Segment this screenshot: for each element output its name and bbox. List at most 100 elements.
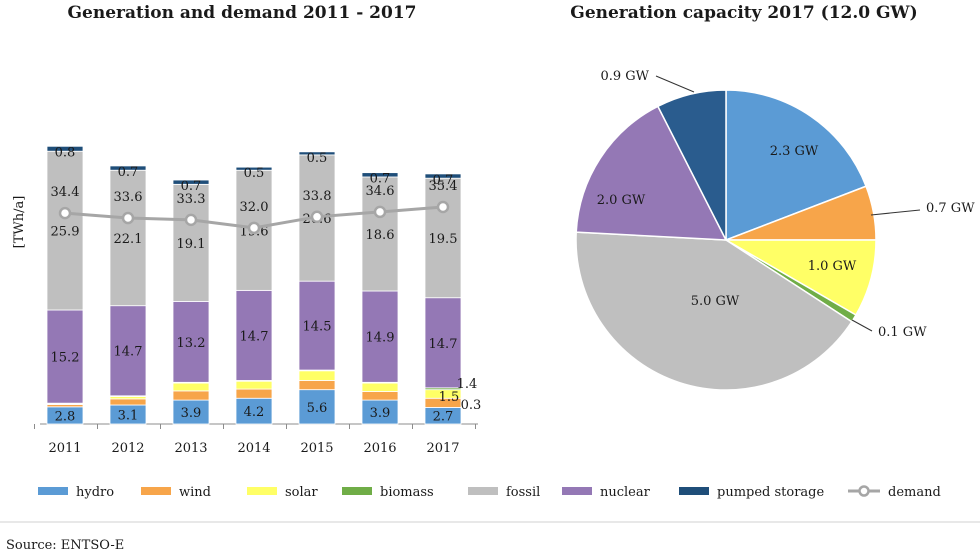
pie-slice-pumped-storage: [656, 89, 727, 241]
bar-segment-nuclear-2016: [361, 290, 399, 383]
x-tick-label-2014: 2014: [237, 441, 270, 456]
bar-segment-wind-2016: [361, 391, 399, 401]
pie-chart: 2.3 GW 0.7 GW 1.0 GW 0.1 GW 5.0 GW 2.0 GW 0.9 …: [575, 69, 975, 391]
demand-point-2012: [121, 211, 135, 225]
data-label-fossil-2013: 19.1: [177, 237, 206, 252]
data-label-hydro-2016: 3.9: [370, 406, 391, 421]
pie-label-fossil: 5.0 GW: [691, 294, 740, 309]
bar-segment-solar-2015: [298, 370, 336, 381]
x-tick-label-2013: 2013: [174, 441, 207, 456]
leader-line-wind: [870, 209, 921, 216]
legend-label-fossil: fossil: [506, 485, 540, 500]
bar-segment-solar-2013: [172, 382, 210, 392]
bar-segment-wind-2013: [172, 390, 210, 401]
bar-segment-wind-2015: [298, 380, 336, 391]
bar-chart-title: Generation and demand 2011 - 2017: [68, 3, 417, 23]
data-label-hydro-2014: 4.2: [244, 405, 265, 420]
demand-label-2016: 34.6: [366, 184, 395, 199]
bar-segment-fossil-2013: [172, 183, 210, 302]
pie-label-nuclear: 2.0 GW: [597, 193, 646, 208]
legend-swatch-pumped-storage: [679, 487, 709, 495]
data-label-nuclear-2011: 15.2: [51, 351, 80, 366]
data-label-fossil-2011: 25.9: [51, 225, 80, 240]
bar-segment-nuclear-2013: [172, 300, 210, 383]
bar-segment-hydro-2014: [235, 397, 273, 425]
legend-swatch-wind: [141, 487, 171, 495]
data-label-hydro-2013: 3.9: [181, 406, 202, 421]
data-label-nuclear-2017: 14.7: [429, 337, 458, 352]
legend-swatch-nuclear: [562, 487, 592, 495]
data-label-hydro-2012: 3.1: [118, 408, 139, 423]
data-label-fossil-2012: 22.1: [114, 232, 143, 247]
legend-label-biomass: biomass: [380, 485, 434, 500]
demand-label-2013: 33.3: [177, 192, 206, 207]
legend-label-demand: demand: [888, 485, 941, 500]
demand-label-2012: 33.6: [114, 190, 143, 205]
demand-point-2017: [436, 200, 450, 214]
data-label-nuclear-2014: 14.7: [240, 329, 269, 344]
legend-swatch-fossil: [468, 487, 498, 495]
legend-swatch-biomass: [342, 487, 372, 495]
bar-segment-pumped-storage-2016: [361, 172, 399, 178]
data-label-pumped-storage-2013: 0.7: [181, 179, 202, 194]
data-label-fossil-2016: 18.6: [366, 228, 395, 243]
pie-label-hydro: 2.3 GW: [770, 144, 819, 159]
bar-segment-nuclear-2015: [298, 280, 336, 371]
data-label-pumped-storage-2015: 0.5: [307, 151, 328, 166]
demand-label-2017: 35.4: [429, 179, 458, 194]
demand-label-2015: 33.8: [303, 189, 332, 204]
bar-segment-pumped-storage-2011: [46, 145, 84, 152]
legend-swatch-solar: [247, 487, 277, 495]
demand-label-2014: 32.0: [240, 200, 269, 215]
legend-marker-demand: [858, 485, 870, 497]
bar-segment-solar-2014: [235, 380, 273, 390]
x-tick-label-2012: 2012: [111, 441, 144, 456]
data-label-wind-2017: 1.5: [439, 390, 460, 405]
demand-point-2014: [247, 221, 261, 235]
bar-segment-pumped-storage-2013: [172, 179, 210, 185]
data-label-nuclear-2016: 14.9: [366, 331, 395, 346]
data-label-biomass-2017: 0.3: [461, 398, 482, 413]
leader-line-pumped-storage: [655, 75, 695, 93]
legend-label-hydro: hydro: [76, 485, 114, 500]
demand-point-2013: [184, 213, 198, 227]
pie-slice-fossil: [575, 231, 853, 391]
pie-label-wind: 0.7 GW: [926, 201, 975, 216]
legend-swatch-hydro: [38, 487, 68, 495]
pie-label-pumped-storage: 0.9 GW: [600, 69, 649, 84]
bar-segment-nuclear-2012: [109, 305, 147, 397]
bar-segment-fossil-2017: [424, 177, 462, 299]
data-label-nuclear-2015: 14.5: [303, 320, 332, 335]
bar-segment-nuclear-2011: [46, 309, 84, 404]
bar-segment-fossil-2011: [46, 150, 84, 311]
bar-segment-pumped-storage-2012: [109, 165, 147, 171]
legend-label-pumped-storage: pumped storage: [717, 485, 824, 500]
legend: hydro wind solar biomass fossil nuclear pumped…: [38, 485, 941, 500]
bar-segment-pumped-storage-2015: [298, 151, 336, 156]
data-label-hydro-2011: 2.8: [55, 409, 76, 424]
source-note: Source: ENTSO-E: [6, 538, 124, 553]
demand-point-2011: [58, 206, 72, 220]
data-label-pumped-storage-2011: 0.8: [55, 145, 76, 160]
bar-segment-solar-2016: [361, 382, 399, 392]
data-label-fossil-2017: 19.5: [429, 232, 458, 247]
x-tick-label-2015: 2015: [300, 441, 333, 456]
bar-segment-fossil-2012: [109, 169, 147, 307]
leader-line-biomass: [851, 319, 873, 332]
data-label-nuclear-2013: 13.2: [177, 336, 206, 351]
pie-label-biomass: 0.1 GW: [878, 325, 927, 340]
data-label-pumped-storage-2016: 0.7: [370, 172, 391, 187]
demand-point-2016: [373, 205, 387, 219]
bar-segment-pumped-storage-2014: [235, 166, 273, 171]
data-label-pumped-storage-2017: 0.7: [433, 173, 454, 188]
data-label-hydro-2017: 2.7: [433, 410, 454, 425]
x-tick-label-2011: 2011: [48, 441, 81, 456]
legend-label-solar: solar: [285, 485, 318, 500]
y-axis-label: [TWh/a]: [12, 196, 27, 249]
x-tick-label-2016: 2016: [363, 441, 396, 456]
demand-label-2011: 34.4: [51, 185, 80, 200]
legend-label-nuclear: nuclear: [600, 485, 651, 500]
data-label-pumped-storage-2012: 0.7: [118, 165, 139, 180]
data-label-hydro-2015: 5.6: [307, 401, 328, 416]
demand-point-2015: [310, 210, 324, 224]
